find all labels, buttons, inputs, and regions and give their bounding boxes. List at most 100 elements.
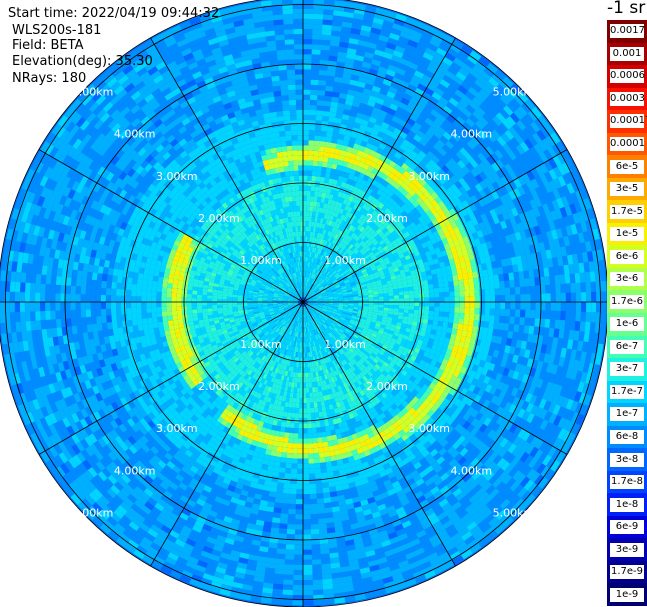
range-gate-cell: [453, 280, 459, 287]
range-gate-cell: [468, 278, 474, 285]
range-gate-cell: [323, 224, 329, 230]
range-gate-cell: [334, 76, 343, 83]
range-gate-cell: [405, 88, 415, 97]
range-gate-cell: [474, 289, 480, 297]
range-gate-cell: [310, 94, 318, 101]
range-gate-cell: [323, 0, 335, 6]
range-gate-cell: [335, 217, 341, 224]
range-gate-cell: [305, 266, 307, 272]
range-gate-cell: [312, 231, 316, 238]
range-gate-cell: [442, 321, 449, 328]
range-gate-cell: [360, 190, 367, 197]
range-gate-cell: [503, 323, 510, 331]
range-gate-cell: [447, 322, 454, 329]
range-gate-cell: [310, 191, 315, 197]
range-gate-cell: [350, 28, 361, 35]
range-gate-cell: [550, 302, 556, 311]
range-gate-cell: [519, 317, 525, 326]
range-gate-cell: [303, 205, 307, 211]
range-gate-cell: [326, 75, 335, 82]
range-gate-cell: [360, 97, 369, 105]
range-gate-cell: [308, 216, 312, 222]
range-gate-cell: [373, 304, 379, 308]
range-gate-cell: [535, 293, 541, 303]
range-gate-cell: [371, 58, 382, 67]
range-gate-cell: [385, 112, 394, 121]
range-gate-cell: [341, 21, 353, 29]
range-gate-cell: [458, 312, 465, 319]
range-gate-cell: [332, 216, 338, 223]
range-gate-cell: [325, 80, 335, 87]
range-gate-cell: [373, 80, 383, 89]
range-gate-cell: [303, 18, 314, 24]
range-gate-cell: [376, 147, 384, 155]
range-gate-cell: [330, 168, 337, 175]
range-gate-cell: [413, 313, 419, 319]
range-gate-cell: [338, 128, 346, 136]
range-gate-cell: [351, 100, 361, 108]
range-gate-cell: [326, 70, 336, 77]
range-gate-cell: [310, 74, 319, 80]
range-gate-cell: [321, 120, 329, 127]
range-gate-cell: [346, 48, 357, 55]
range-gate-cell: [448, 280, 454, 287]
range-gate-cell: [303, 13, 314, 19]
range-gate-cell: [443, 311, 450, 318]
range-gate-cell: [303, 170, 308, 176]
range-gate-cell: [395, 123, 405, 132]
range-gate-cell: [306, 211, 310, 217]
range-gate-cell: [490, 295, 496, 303]
range-gate-cell: [528, 325, 535, 335]
range-gate-cell: [364, 51, 375, 59]
range-gate-cell: [326, 203, 331, 210]
range-gate-cell: [509, 309, 516, 317]
range-gate-cell: [323, 9, 334, 16]
range-gate-cell: [403, 294, 410, 299]
range-gate-cell: [303, 226, 306, 232]
range-gate-cell: [493, 322, 500, 330]
range-gate-cell: [408, 286, 414, 291]
range-gate-cell: [344, 130, 352, 137]
range-gate-cell: [309, 278, 312, 283]
range-gate-cell: [356, 133, 364, 141]
range-gate-cell: [416, 65, 427, 75]
range-gate-cell: [375, 7, 387, 16]
range-gate-cell: [403, 21, 415, 31]
range-gate-cell: [329, 231, 334, 238]
range-gate-cell: [360, 140, 368, 148]
range-gate-cell: [314, 269, 318, 275]
range-gate-cell: [489, 315, 495, 323]
range-gate-cell: [393, 18, 406, 27]
range-gate-cell: [338, 224, 344, 231]
range-gate-cell: [357, 161, 365, 169]
range-gate-cell: [358, 34, 370, 42]
range-gate-cell: [560, 311, 566, 321]
range-gate-cell: [483, 321, 490, 329]
range-gate-cell: [453, 312, 460, 319]
range-gate-cell: [327, 157, 334, 164]
range-gate-cell: [331, 91, 340, 98]
range-gate-cell: [413, 285, 419, 291]
range-gate-cell: [312, 39, 322, 45]
range-gate-cell: [530, 302, 536, 311]
range-gate-cell: [363, 56, 373, 64]
range-gate-cell: [307, 288, 311, 294]
range-gate-cell: [313, 263, 317, 269]
range-gate-cell: [321, 208, 327, 214]
range-gate-cell: [305, 287, 308, 293]
range-gate-cell: [324, 141, 332, 148]
range-gate-cell: [405, 66, 417, 75]
range-gate-cell: [570, 282, 576, 293]
range-gate-cell: [489, 281, 495, 290]
range-gate-cell: [333, 222, 338, 229]
range-gate-cell: [590, 281, 597, 293]
range-gate-cell: [318, 146, 325, 152]
range-gate-cell: [569, 273, 576, 284]
range-gate-cell: [418, 61, 429, 70]
range-gate-cell: [303, 271, 306, 277]
range-gate-cell: [313, 268, 317, 274]
range-gate-cell: [549, 275, 556, 285]
range-gate-cell: [407, 83, 418, 93]
range-gate-cell: [318, 151, 325, 157]
